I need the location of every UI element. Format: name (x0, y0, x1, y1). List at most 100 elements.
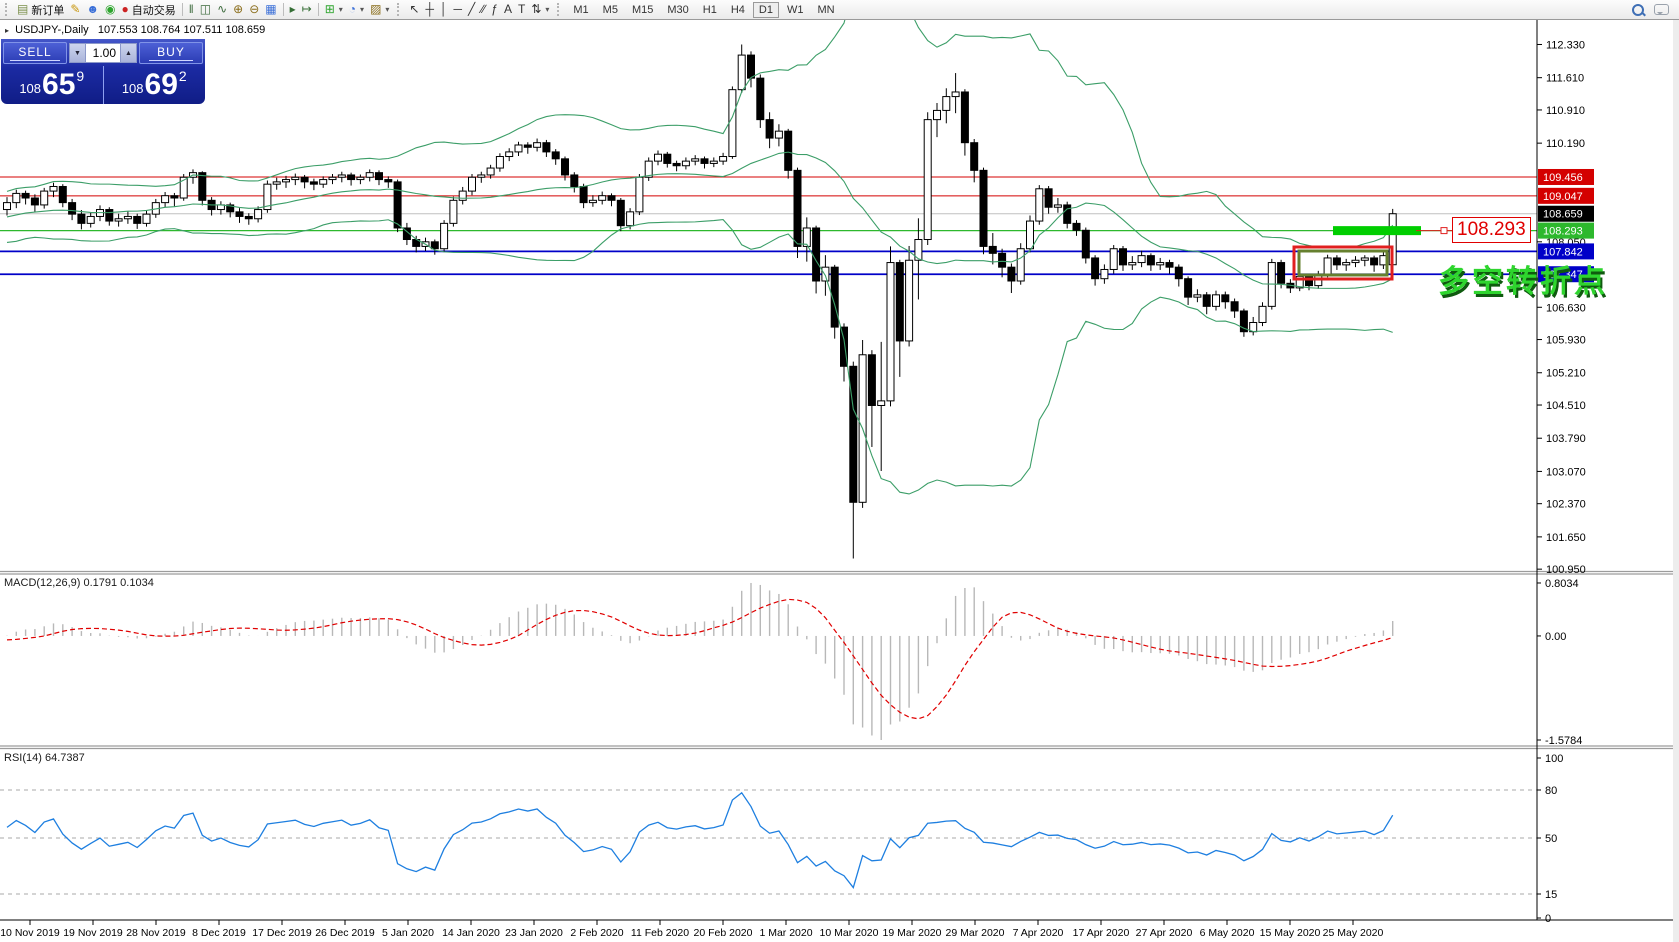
crosshair-tool[interactable]: ┼ (422, 1, 437, 18)
svg-text:19 Mar 2020: 19 Mar 2020 (883, 927, 942, 939)
sell-button[interactable]: SELL (3, 42, 67, 64)
timeframe-w1-button[interactable]: W1 (786, 3, 804, 16)
svg-text:109.456: 109.456 (1543, 172, 1583, 184)
buy-price[interactable]: 108 69 2 (102, 66, 206, 104)
zoom-out-button[interactable]: ⊖ (246, 1, 262, 18)
candlestick-chart-button[interactable]: ◫ (197, 1, 214, 18)
zoom-out-icon: ⊖ (249, 2, 260, 16)
rsi-indicator-label: RSI(14) 64.7387 (4, 752, 85, 764)
timeframe-d1-button[interactable]: D1 (752, 1, 779, 18)
toolbar-grip (5, 3, 10, 16)
auto-scroll-button[interactable]: ▸ (287, 1, 299, 18)
timeframe-m30-button[interactable]: M30 (667, 3, 689, 16)
timeframe-h4-button[interactable]: H4 (730, 3, 745, 16)
styler-button[interactable]: ✎ (67, 1, 83, 18)
fibonacci-tool[interactable]: ƒ (488, 1, 501, 18)
buy-button[interactable]: BUY (139, 42, 203, 64)
bar-chart-icon: ‖ (188, 2, 194, 16)
buy-button-label: BUY (149, 45, 193, 61)
horizontal-line-icon: ─ (453, 2, 463, 16)
community-button[interactable]: ☻ (83, 1, 102, 18)
svg-text:1 Mar 2020: 1 Mar 2020 (759, 927, 812, 939)
line-chart-icon: ∿ (217, 2, 228, 16)
trendline-price-label[interactable]: 108.293 (1452, 217, 1531, 243)
autotrading-icon: ● (121, 2, 129, 16)
svg-text:10 Mar 2020: 10 Mar 2020 (820, 927, 879, 939)
svg-text:15 May 2020: 15 May 2020 (1260, 927, 1321, 939)
timeframe-m1-button[interactable]: M1 (573, 3, 589, 16)
one-click-trading-panel: SELL ▼ 1.00 ▲ BUY 108 65 9 108 69 2 (1, 39, 205, 104)
cursor-tool[interactable]: ↖ (406, 1, 422, 18)
autotrading-button[interactable]: ● 自动交易 (119, 1, 179, 18)
dropdown-arrow-icon: ▾ (545, 5, 550, 14)
sell-price-prefix: 108 (19, 81, 42, 96)
sell-price-main: 65 (42, 68, 76, 101)
indicators-button[interactable]: ⊞ ▾ (322, 1, 346, 18)
svg-text:0.00: 0.00 (1545, 631, 1566, 643)
buy-price-main: 69 (144, 68, 178, 101)
timeframe-m15-button[interactable]: M15 (631, 3, 654, 16)
search-icon[interactable] (1632, 3, 1646, 16)
buy-price-prefix: 108 (121, 81, 144, 96)
svg-text:20 Feb 2020: 20 Feb 2020 (694, 927, 753, 939)
svg-text:5 Jan 2020: 5 Jan 2020 (382, 927, 434, 939)
trendline-icon: ╱ (468, 2, 476, 16)
channel-tool[interactable]: ∕∕ (478, 1, 488, 18)
svg-text:2 Feb 2020: 2 Feb 2020 (570, 927, 623, 939)
chart-shift-button[interactable]: ↦ (299, 1, 315, 18)
svg-text:6 May 2020: 6 May 2020 (1200, 927, 1255, 939)
text-tool[interactable]: A (501, 1, 515, 18)
signal-button[interactable]: ◉ (102, 1, 118, 18)
timeframe-mn-button[interactable]: MN (817, 3, 835, 16)
svg-text:111.610: 111.610 (1546, 73, 1584, 85)
chart-quote-line: ▸ USDJPY-,Daily 107.553 108.764 107.511 … (5, 24, 265, 36)
svg-text:102.370: 102.370 (1546, 499, 1586, 511)
styler-icon: ✎ (70, 2, 81, 16)
dropdown-arrow-icon: ▾ (385, 5, 390, 14)
sell-price[interactable]: 108 65 9 (1, 66, 103, 104)
svg-text:17 Dec 2019: 17 Dec 2019 (252, 927, 312, 939)
line-chart-button[interactable]: ∿ (214, 1, 230, 18)
bar-chart-button[interactable]: ‖ (186, 1, 197, 18)
svg-text:25 May 2020: 25 May 2020 (1323, 927, 1384, 939)
svg-text:7 Apr 2020: 7 Apr 2020 (1013, 927, 1064, 939)
zoom-in-button[interactable]: ⊕ (230, 1, 246, 18)
new-order-button[interactable]: ▤ 新订单 (14, 1, 67, 18)
horizontal-line-tool[interactable]: ─ (451, 1, 466, 18)
templates-button[interactable]: ▨ ▾ (367, 1, 392, 18)
svg-text:105.210: 105.210 (1546, 368, 1586, 380)
timeframe-h1-button[interactable]: H1 (702, 3, 717, 16)
text-label-tool[interactable]: T (515, 1, 528, 18)
svg-text:15: 15 (1545, 889, 1557, 901)
svg-text:100.950: 100.950 (1546, 564, 1586, 576)
svg-text:109.047: 109.047 (1543, 191, 1583, 203)
trendline-tool[interactable]: ╱ (465, 1, 478, 18)
toolbar-grip (397, 3, 402, 16)
chat-icon[interactable] (1654, 4, 1669, 15)
new-order-icon: ▤ (17, 2, 29, 16)
svg-text:80: 80 (1545, 785, 1557, 797)
text-icon: A (503, 2, 512, 16)
vertical-line-tool[interactable]: │ (437, 1, 451, 18)
toolbar-grip (557, 3, 562, 16)
crosshair-icon: ┼ (425, 2, 434, 16)
toolbar-separator (181, 3, 183, 16)
svg-text:50: 50 (1545, 833, 1557, 845)
svg-text:107.347: 107.347 (1543, 269, 1583, 281)
svg-text:104.510: 104.510 (1546, 400, 1586, 412)
arrows-tool[interactable]: ⇅ ▾ (528, 1, 552, 18)
tile-windows-button[interactable]: ▦ (262, 1, 279, 18)
macd-indicator-label: MACD(12,26,9) 0.1791 0.1034 (4, 577, 154, 589)
volume-input[interactable]: 1.00 (86, 43, 120, 63)
periods-button[interactable]: ◔ ▾ (346, 1, 367, 18)
volume-up-button[interactable]: ▲ (120, 43, 137, 63)
cursor-icon: ↖ (409, 2, 420, 16)
svg-text:100: 100 (1545, 753, 1563, 765)
volume-down-button[interactable]: ▼ (69, 43, 86, 63)
ohlc-values-label: 107.553 108.764 107.511 108.659 (97, 24, 266, 36)
svg-text:108.659: 108.659 (1543, 209, 1583, 221)
dropdown-arrow-icon: ▾ (360, 5, 365, 14)
timeframe-m5-button[interactable]: M5 (602, 3, 618, 16)
svg-text:101.650: 101.650 (1546, 532, 1586, 544)
